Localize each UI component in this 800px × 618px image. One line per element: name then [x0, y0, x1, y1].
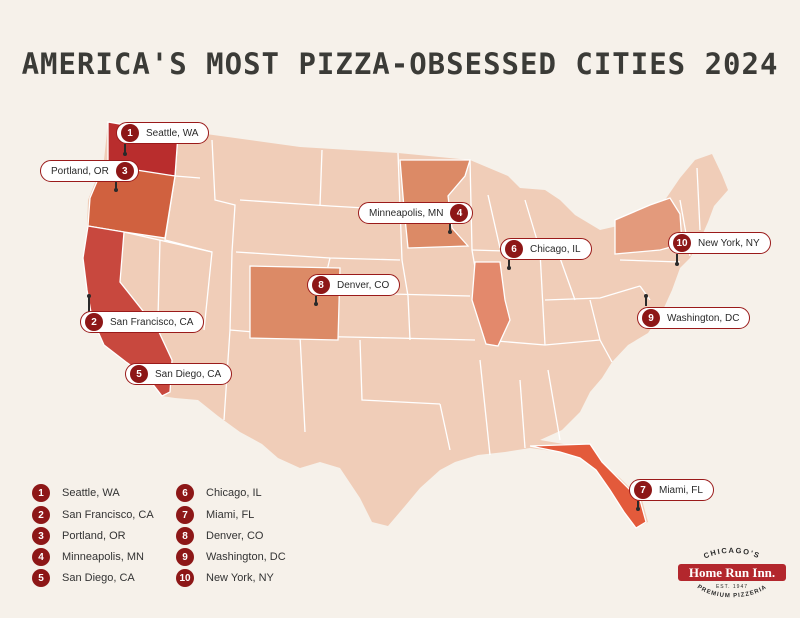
legend-item: 1 Seattle, WA: [32, 484, 120, 502]
pin-label: San Diego, CA: [155, 368, 222, 380]
legend-label: San Francisco, CA: [62, 509, 154, 521]
pin-dot: [87, 294, 91, 298]
pin-stem: [124, 144, 126, 154]
pin-dot: [314, 302, 318, 306]
home-run-inn-logo: CHICAGO'S Home Run Inn. EST. 1947 PREMIU…: [678, 546, 786, 599]
pin-dot: [507, 266, 511, 270]
pin-label: Minneapolis, MN: [369, 207, 444, 219]
logo-brand: Home Run Inn.: [689, 565, 775, 580]
pin-label: Washington, DC: [667, 312, 740, 324]
legend-label: Chicago, IL: [206, 487, 262, 499]
legend-label: Minneapolis, MN: [62, 551, 144, 563]
state-florida: [529, 443, 647, 529]
rank-badge: 5: [32, 569, 50, 587]
legend-label: Portland, OR: [62, 530, 126, 542]
rank-badge: 9: [642, 309, 660, 327]
map-pin-new-york[interactable]: 10 New York, NY: [668, 232, 771, 254]
logo-est: EST. 1947: [716, 584, 748, 590]
rank-badge: 8: [312, 276, 330, 294]
legend-item: 7 Miami, FL: [176, 506, 254, 524]
pin-label: Miami, FL: [659, 484, 703, 496]
legend-item: 6 Chicago, IL: [176, 484, 262, 502]
rank-badge: 1: [32, 484, 50, 502]
rank-badge: 1: [121, 124, 139, 142]
legend-label: Seattle, WA: [62, 487, 120, 499]
rank-badge: 3: [32, 527, 50, 545]
logo-top-text: CHICAGO'S: [702, 546, 760, 561]
rank-badge: 6: [176, 484, 194, 502]
page-title: AMERICA'S MOST PIZZA-OBSESSED CITIES 202…: [21, 47, 779, 81]
legend-item: 8 Denver, CO: [176, 527, 263, 545]
pin-dot: [448, 230, 452, 234]
pin-label: Seattle, WA: [146, 127, 199, 139]
pin-stem: [508, 260, 510, 268]
legend-label: San Diego, CA: [62, 572, 135, 584]
pin-label: Denver, CO: [337, 279, 390, 291]
pin-label: Chicago, IL: [530, 243, 581, 255]
pin-stem: [115, 182, 117, 190]
rank-badge: 10: [673, 234, 691, 252]
map-pin-minneapolis[interactable]: 4 Minneapolis, MN: [358, 202, 474, 224]
pin-dot: [675, 262, 679, 266]
rank-badge: 5: [130, 365, 148, 383]
pin-dot: [114, 188, 118, 192]
legend-item: 3 Portland, OR: [32, 527, 126, 545]
state-borders: [107, 133, 701, 456]
rank-badge: 7: [634, 481, 652, 499]
map-pin-washington[interactable]: 9 Washington, DC: [637, 307, 751, 329]
pin-dot: [123, 152, 127, 156]
us-landmass: [83, 122, 728, 528]
pin-label: San Francisco, CA: [110, 316, 194, 328]
map-pin-san-diego[interactable]: 5 San Diego, CA: [125, 363, 233, 385]
pin-stem: [645, 296, 647, 306]
map-pin-miami[interactable]: 7 Miami, FL: [629, 479, 714, 501]
rank-badge: 4: [450, 204, 469, 222]
legend-item: 10 New York, NY: [176, 569, 274, 587]
pin-label: New York, NY: [698, 237, 760, 249]
pin-stem: [637, 501, 639, 509]
legend-label: Miami, FL: [206, 509, 255, 521]
pin-stem: [88, 296, 90, 312]
legend-label: New York, NY: [206, 572, 274, 584]
rank-badge: 8: [176, 527, 194, 545]
rank-badge: 10: [176, 569, 194, 587]
pin-label: Portland, OR: [51, 165, 109, 177]
pin-dot: [636, 507, 640, 511]
pin-stem: [676, 254, 678, 264]
state-illinois: [471, 261, 511, 347]
rank-badge: 9: [176, 548, 194, 566]
map-pin-chicago[interactable]: 6 Chicago, IL: [500, 238, 592, 260]
rank-badge: 7: [176, 506, 194, 524]
rank-badge: 2: [85, 313, 103, 331]
map-pin-denver[interactable]: 8 Denver, CO: [307, 274, 401, 296]
legend-item: 2 San Francisco, CA: [32, 506, 154, 524]
rank-badge: 3: [115, 162, 134, 180]
legend-label: Washington, DC: [206, 551, 286, 563]
pin-dot: [644, 294, 648, 298]
legend-item: 4 Minneapolis, MN: [32, 548, 144, 566]
legend-item: 9 Washington, DC: [176, 548, 286, 566]
map-pin-seattle[interactable]: 1 Seattle, WA: [116, 122, 210, 144]
rank-badge: 2: [32, 506, 50, 524]
rank-badge: 6: [505, 240, 523, 258]
pin-stem: [449, 224, 451, 232]
pin-stem: [315, 296, 317, 304]
map-pin-san-francisco[interactable]: 2 San Francisco, CA: [80, 311, 205, 333]
map-pin-portland[interactable]: 3 Portland, OR: [40, 160, 139, 182]
rank-badge: 4: [32, 548, 50, 566]
state-new-york: [614, 197, 683, 255]
legend-item: 5 San Diego, CA: [32, 569, 135, 587]
legend-label: Denver, CO: [206, 530, 264, 542]
svg-text:CHICAGO'S: CHICAGO'S: [702, 546, 762, 561]
